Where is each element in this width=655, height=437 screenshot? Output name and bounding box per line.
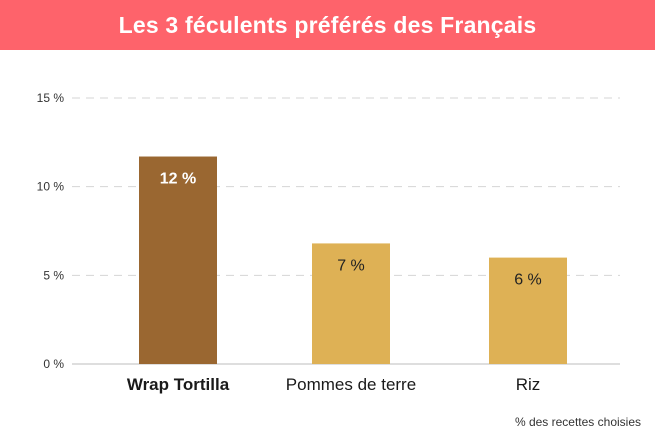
x-tick-label: Wrap Tortilla [127,375,230,394]
footnote: % des recettes choisies [514,415,641,429]
bar [489,257,567,364]
data-label: 7 % [337,257,365,274]
data-label: 12 % [160,171,196,188]
y-tick-label: 15 % [37,91,65,105]
x-tick-label: Pommes de terre [286,375,416,394]
x-tick-label: Riz [516,375,541,394]
y-tick-label: 5 % [43,268,64,282]
chart-title: Les 3 féculents préférés des Français [118,11,537,38]
bar [139,156,217,364]
y-tick-label: 0 % [43,357,64,371]
data-label: 6 % [514,272,542,289]
bar [312,243,390,364]
y-tick-label: 10 % [37,180,65,194]
chart-title-banner: Les 3 féculents préférés des Français [0,0,655,50]
